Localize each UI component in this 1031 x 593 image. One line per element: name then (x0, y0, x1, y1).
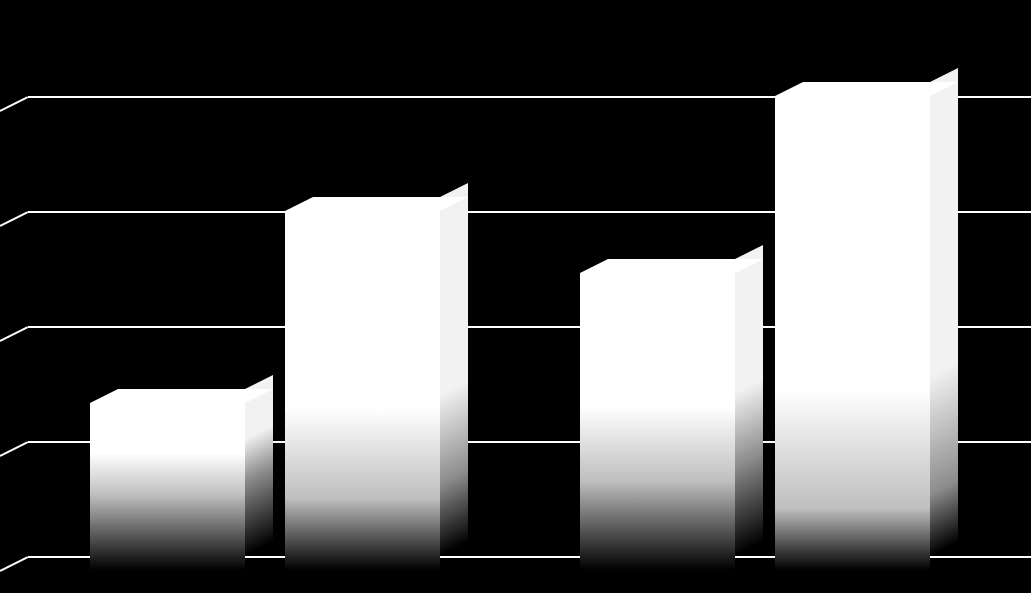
bar-top (285, 197, 468, 211)
bar-2 (580, 273, 735, 570)
bar-1 (285, 211, 440, 570)
chart-canvas (0, 0, 1031, 593)
bar-top (580, 259, 763, 273)
bar-0 (90, 403, 245, 570)
bar-front (90, 403, 245, 570)
bar-top (90, 389, 273, 403)
bar-top (775, 82, 958, 96)
bar-side (735, 245, 763, 556)
bar-front (580, 273, 735, 570)
bar-front (285, 211, 440, 570)
bar-side (930, 68, 958, 556)
bar-front (775, 96, 930, 570)
bar-3 (775, 96, 930, 570)
gridline-0 (0, 570, 1031, 572)
bar-side (245, 375, 273, 556)
bar-side (440, 183, 468, 556)
